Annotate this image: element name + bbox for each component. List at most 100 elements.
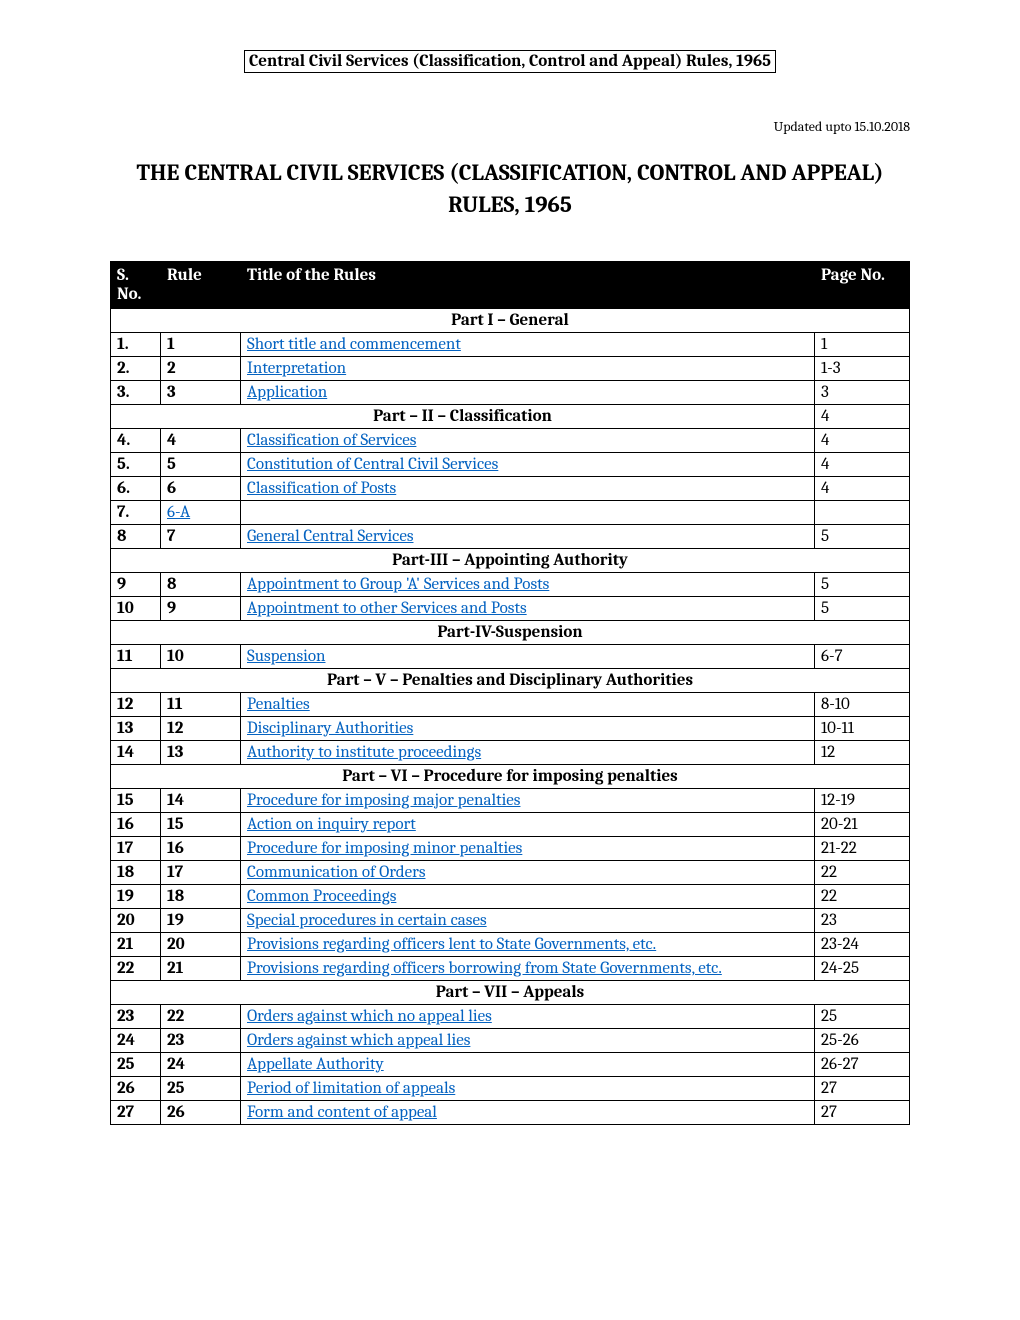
rule-cell: 1 bbox=[161, 333, 241, 357]
title-link[interactable]: Appointment to other Services and Posts bbox=[247, 599, 527, 618]
title-cell: Suspension bbox=[241, 645, 815, 669]
part-heading-cell: Part – VII – Appeals bbox=[111, 981, 910, 1005]
rule-cell: 24 bbox=[161, 1053, 241, 1077]
rule-cell: 19 bbox=[161, 909, 241, 933]
title-cell: Provisions regarding officers borrowing … bbox=[241, 957, 815, 981]
title-link[interactable]: Common Proceedings bbox=[247, 887, 396, 906]
page-cell: 1-3 bbox=[815, 357, 910, 381]
sno-cell: 23 bbox=[111, 1005, 161, 1029]
table-row: 6.6 Classification of Posts 4 bbox=[111, 477, 910, 501]
part-heading-row: Part – V – Penalties and Disciplinary Au… bbox=[111, 669, 910, 693]
title-link[interactable]: Communication of Orders bbox=[247, 863, 425, 882]
main-title: THE CENTRAL CIVIL SERVICES (CLASSIFICATI… bbox=[110, 157, 910, 221]
title-link[interactable]: Procedure for imposing major penalties bbox=[247, 791, 520, 810]
sno-cell: 19 bbox=[111, 885, 161, 909]
title-link[interactable]: Classification of Posts bbox=[247, 479, 396, 498]
page-cell: 20-21 bbox=[815, 813, 910, 837]
title-cell: Orders against which appeal lies bbox=[241, 1029, 815, 1053]
table-row: 2322Orders against which no appeal lies2… bbox=[111, 1005, 910, 1029]
title-link[interactable]: Interpretation bbox=[247, 359, 346, 378]
sno-cell: 14 bbox=[111, 741, 161, 765]
header-rule: Rule bbox=[161, 262, 241, 309]
table-row: 2019Special procedures in certain cases2… bbox=[111, 909, 910, 933]
sno-cell: 21 bbox=[111, 933, 161, 957]
rule-cell: 4 bbox=[161, 429, 241, 453]
rule-cell: 10 bbox=[161, 645, 241, 669]
title-link[interactable]: Action on inquiry report bbox=[247, 815, 416, 834]
header-boxed-title: Central Civil Services (Classification, … bbox=[110, 50, 910, 73]
page-cell: 5 bbox=[815, 573, 910, 597]
title-link[interactable]: Constitution of Central Civil Services bbox=[247, 455, 498, 474]
sno-cell: 26 bbox=[111, 1077, 161, 1101]
rule-cell: 9 bbox=[161, 597, 241, 621]
rule-cell: 25 bbox=[161, 1077, 241, 1101]
part-heading-cell: Part – II – Classification bbox=[111, 405, 815, 429]
title-link[interactable]: Classification of Services bbox=[247, 431, 416, 450]
title-cell: Classification of Services bbox=[241, 429, 815, 453]
header-sno: S. No. bbox=[111, 262, 161, 309]
title-link[interactable]: Provisions regarding officers borrowing … bbox=[247, 959, 722, 978]
title-link[interactable]: Orders against which appeal lies bbox=[247, 1031, 470, 1050]
sno-cell: 1. bbox=[111, 333, 161, 357]
page-cell: 23-24 bbox=[815, 933, 910, 957]
rule-link[interactable]: 6-A bbox=[167, 503, 190, 522]
table-row: 1716Procedure for imposing minor penalti… bbox=[111, 837, 910, 861]
rule-cell: 22 bbox=[161, 1005, 241, 1029]
title-cell: Procedure for imposing major penalties bbox=[241, 789, 815, 813]
title-link[interactable]: General Central Services bbox=[247, 527, 413, 546]
sno-cell: 6. bbox=[111, 477, 161, 501]
title-link[interactable]: Period of limitation of appeals bbox=[247, 1079, 455, 1098]
title-cell: Appellate Authority bbox=[241, 1053, 815, 1077]
page-cell: 25-26 bbox=[815, 1029, 910, 1053]
rule-cell: 2 bbox=[161, 357, 241, 381]
title-link[interactable]: Form and content of appeal bbox=[247, 1103, 437, 1122]
rule-cell: 14 bbox=[161, 789, 241, 813]
title-link[interactable]: Appointment to Group 'A' Services and Po… bbox=[247, 575, 549, 594]
title-link[interactable]: Appellate Authority bbox=[247, 1055, 384, 1074]
table-row: 1918Common Proceedings22 bbox=[111, 885, 910, 909]
title-link[interactable]: Procedure for imposing minor penalties bbox=[247, 839, 522, 858]
sno-cell: 17 bbox=[111, 837, 161, 861]
table-row: 4.4Classification of Services4 bbox=[111, 429, 910, 453]
rule-cell: 6 bbox=[161, 477, 241, 501]
title-cell: Period of limitation of appeals bbox=[241, 1077, 815, 1101]
title-cell: Classification of Posts bbox=[241, 477, 815, 501]
sno-cell: 3. bbox=[111, 381, 161, 405]
title-link[interactable]: Penalties bbox=[247, 695, 310, 714]
sno-cell: 25 bbox=[111, 1053, 161, 1077]
title-link[interactable]: Authority to institute proceedings bbox=[247, 743, 481, 762]
header-page: Page No. bbox=[815, 262, 910, 309]
rule-cell: 11 bbox=[161, 693, 241, 717]
page-cell: 4 bbox=[815, 477, 910, 501]
title-link[interactable]: Suspension bbox=[247, 647, 326, 666]
table-row: 109Appointment to other Services and Pos… bbox=[111, 597, 910, 621]
sno-cell: 27 bbox=[111, 1101, 161, 1125]
part-heading-cell: Part – V – Penalties and Disciplinary Au… bbox=[111, 669, 910, 693]
title-link[interactable]: Application bbox=[247, 383, 327, 402]
table-row: 1211Penalties8-10 bbox=[111, 693, 910, 717]
table-row: 2221Provisions regarding officers borrow… bbox=[111, 957, 910, 981]
boxed-title-text: Central Civil Services (Classification, … bbox=[244, 50, 776, 73]
title-link[interactable]: Disciplinary Authorities bbox=[247, 719, 413, 738]
title-cell: Procedure for imposing minor penalties bbox=[241, 837, 815, 861]
part-heading-row: Part – VI – Procedure for imposing penal… bbox=[111, 765, 910, 789]
page-cell: 22 bbox=[815, 861, 910, 885]
part-heading-row: Part – VII – Appeals bbox=[111, 981, 910, 1005]
sno-cell: 20 bbox=[111, 909, 161, 933]
rule-cell: 23 bbox=[161, 1029, 241, 1053]
title-link[interactable]: Special procedures in certain cases bbox=[247, 911, 487, 930]
title-link[interactable]: Short title and commencement bbox=[247, 335, 461, 354]
rule-cell: 3 bbox=[161, 381, 241, 405]
page-cell: 26-27 bbox=[815, 1053, 910, 1077]
table-row: 1413Authority to institute proceedings12 bbox=[111, 741, 910, 765]
title-link[interactable]: Orders against which no appeal lies bbox=[247, 1007, 492, 1026]
table-row: 7.6-A bbox=[111, 501, 910, 525]
title-cell: Special procedures in certain cases bbox=[241, 909, 815, 933]
title-link[interactable]: Provisions regarding officers lent to St… bbox=[247, 935, 656, 954]
header-title: Title of the Rules bbox=[241, 262, 815, 309]
sno-cell: 15 bbox=[111, 789, 161, 813]
page-cell: 6-7 bbox=[815, 645, 910, 669]
title-cell: Interpretation bbox=[241, 357, 815, 381]
table-body: Part I – General1.1Short title and comme… bbox=[111, 309, 910, 1125]
page-cell: 1 bbox=[815, 333, 910, 357]
